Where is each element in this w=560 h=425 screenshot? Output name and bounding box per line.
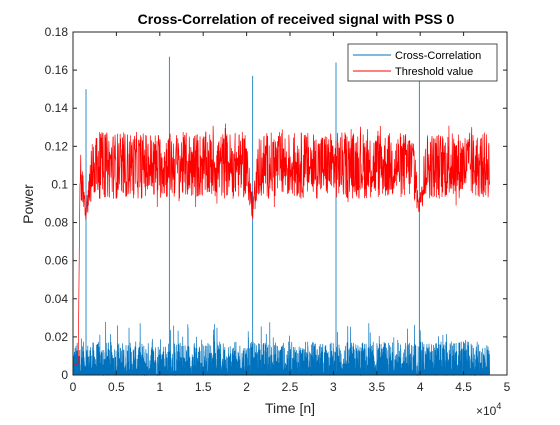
x-tick-label: 2.5 xyxy=(282,380,299,394)
y-axis: 0 0.02 0.04 0.06 0.08 0.1 0.12 0.14 0.16 0.18 xyxy=(45,25,507,382)
y-tick-label: 0.04 xyxy=(45,292,69,306)
y-tick-label: 0.12 xyxy=(45,139,69,153)
x-tick-label: 4 xyxy=(417,380,424,394)
x-axis-label: Time [n] xyxy=(265,400,315,416)
chart-title: Cross-Correlation of received signal wit… xyxy=(138,11,455,27)
y-tick-label: 0.16 xyxy=(45,63,69,77)
x-tick-label: 1 xyxy=(156,380,163,394)
legend-box xyxy=(347,43,498,82)
y-tick-label: 0.08 xyxy=(45,216,69,230)
x-tick-label: 0.5 xyxy=(108,380,125,394)
x-tick-label: 4.5 xyxy=(455,380,472,394)
y-tick-label: 0.02 xyxy=(45,330,69,344)
y-tick-label: 0.14 xyxy=(45,101,69,115)
x-exponent-base: ×10 xyxy=(476,404,497,418)
x-tick-label: 5 xyxy=(504,380,511,394)
x-tick-label: 2 xyxy=(243,380,250,394)
y-tick-label: 0.18 xyxy=(45,25,69,39)
y-tick-label: 0 xyxy=(61,368,68,382)
plot-background xyxy=(73,32,507,375)
x-tick-label: 1.5 xyxy=(195,380,212,394)
x-exponent-label: ×104 xyxy=(476,401,501,418)
y-tick-label: 0.1 xyxy=(51,177,68,191)
y-axis-label: Power xyxy=(20,184,36,224)
x-tick-label: 3.5 xyxy=(368,380,385,394)
y-tick-label: 0.06 xyxy=(45,254,69,268)
legend-label-cross-correlation: Cross-Correlation xyxy=(395,50,481,62)
legend: Cross-Correlation Threshold value xyxy=(347,43,498,82)
x-exponent-power: 4 xyxy=(496,401,501,411)
x-tick-label: 3 xyxy=(330,380,337,394)
series-threshold-value xyxy=(72,123,490,366)
x-tick-label: 0 xyxy=(70,380,77,394)
legend-label-threshold: Threshold value xyxy=(395,66,473,78)
x-axis: 0 0.5 1 1.5 2 2.5 3 3.5 4 4.5 5 xyxy=(70,32,511,394)
